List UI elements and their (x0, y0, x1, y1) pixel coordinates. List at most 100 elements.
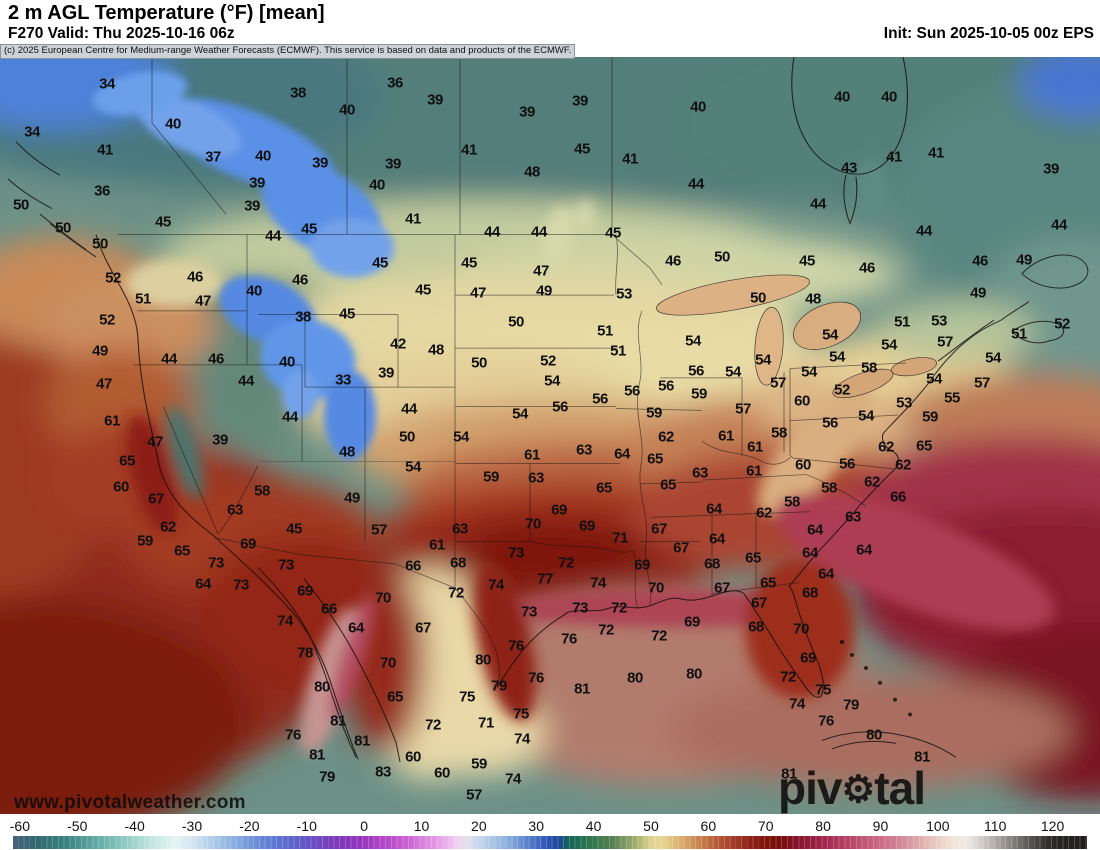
temp-label: 72 (780, 668, 796, 686)
temp-label: 79 (491, 677, 507, 695)
temp-label: 60 (434, 764, 450, 782)
temp-label: 70 (375, 589, 391, 607)
temp-label: 52 (99, 311, 115, 329)
temp-label: 77 (537, 570, 553, 588)
temp-label: 61 (746, 462, 762, 480)
brand-pre: piv (778, 762, 842, 814)
temp-label: 72 (425, 716, 441, 734)
temp-label: 64 (807, 521, 823, 539)
temp-label: 46 (208, 350, 224, 368)
temp-label: 41 (461, 141, 477, 159)
temp-label: 43 (841, 159, 857, 177)
temp-label: 38 (290, 84, 306, 102)
temp-label: 59 (137, 532, 153, 550)
temp-label: 67 (714, 579, 730, 597)
temp-label: 73 (521, 603, 537, 621)
temp-label: 48 (428, 341, 444, 359)
temp-label: 72 (558, 554, 574, 572)
temp-label: 69 (800, 649, 816, 667)
temp-label: 42 (390, 335, 406, 353)
temp-label: 56 (624, 382, 640, 400)
temp-label: 80 (627, 669, 643, 687)
temp-label: 68 (802, 584, 818, 602)
colorbar-tick: 60 (700, 818, 717, 834)
temp-label: 56 (688, 362, 704, 380)
temp-label: 52 (1054, 315, 1070, 333)
temp-label: 70 (525, 515, 541, 533)
temp-label: 57 (466, 786, 482, 804)
temp-label: 65 (916, 437, 932, 455)
temp-label: 50 (92, 235, 108, 253)
colorbar-tick: 110 (984, 818, 1007, 834)
temp-label: 46 (187, 268, 203, 286)
temp-label: 68 (704, 555, 720, 573)
temp-label: 40 (279, 353, 295, 371)
temp-label: 40 (246, 282, 262, 300)
temp-label: 54 (801, 363, 817, 381)
temp-label: 49 (536, 282, 552, 300)
temp-label: 76 (285, 726, 301, 744)
temp-label: 39 (572, 92, 588, 110)
temp-label: 75 (513, 705, 529, 723)
temp-label: 74 (277, 612, 293, 630)
temp-label: 39 (378, 364, 394, 382)
temp-label: 65 (174, 542, 190, 560)
temp-label: 64 (706, 500, 722, 518)
temp-label: 66 (321, 600, 337, 618)
temp-label: 54 (926, 370, 942, 388)
temp-label: 81 (309, 746, 325, 764)
temp-label: 73 (233, 576, 249, 594)
temp-label: 69 (579, 517, 595, 535)
temp-label: 58 (784, 493, 800, 511)
temp-label: 54 (405, 458, 421, 476)
temp-label: 64 (802, 544, 818, 562)
temp-label: 47 (195, 292, 211, 310)
temp-label: 63 (528, 469, 544, 487)
temp-label: 81 (781, 765, 797, 783)
temp-label: 50 (508, 313, 524, 331)
temp-label: 47 (147, 433, 163, 451)
colorbar-tick: 30 (528, 818, 545, 834)
temp-label: 56 (658, 377, 674, 395)
temp-label: 54 (512, 405, 528, 423)
temp-label: 37 (205, 148, 221, 166)
temp-label: 65 (647, 450, 663, 468)
regional-features (125, 156, 1055, 755)
temp-label: 72 (611, 599, 627, 617)
temp-label: 57 (770, 374, 786, 392)
colorbar-tick: 70 (757, 818, 774, 834)
temp-label: 65 (745, 549, 761, 567)
header: 2 m AGL Temperature (°F) [mean] F270 Val… (0, 0, 1100, 44)
ecmwf-attribution-bar: (c) 2025 European Centre for Medium-rang… (0, 44, 576, 59)
colorbar-tick: -10 (296, 818, 317, 834)
temp-label: 59 (471, 755, 487, 773)
temp-label: 54 (685, 332, 701, 350)
temp-label: 44 (531, 223, 547, 241)
temperature-map: 34 38 40 34 40 41 37 40 39 39 36 39 50 45 50 44 45 50 52 46… (0, 57, 1100, 814)
colorbar-tick: 50 (643, 818, 659, 834)
temp-label: 61 (429, 536, 445, 554)
temp-label: 62 (658, 428, 674, 446)
temp-label: 80 (475, 651, 491, 669)
temp-label: 58 (771, 424, 787, 442)
temp-label: 45 (415, 281, 431, 299)
temp-label: 66 (405, 557, 421, 575)
colorbar-tick: -60 (9, 818, 30, 834)
temp-label: 54 (725, 363, 741, 381)
temp-label: 44 (161, 350, 177, 368)
temp-label: 45 (461, 254, 477, 272)
temp-label: 46 (292, 271, 308, 289)
temp-label: 76 (818, 712, 834, 730)
temp-label: 54 (881, 336, 897, 354)
temp-label: 49 (970, 284, 986, 302)
temp-label: 47 (470, 284, 486, 302)
temp-label: 39 (249, 174, 265, 192)
temp-label: 73 (278, 556, 294, 574)
temp-label: 64 (709, 530, 725, 548)
station-layer: 34 38 40 34 40 41 37 40 39 39 36 39 50 45 50 44 45 50 52 46… (0, 57, 1100, 814)
temp-label: 48 (339, 443, 355, 461)
temp-label: 47 (96, 375, 112, 393)
temp-label: 62 (864, 473, 880, 491)
temp-label: 75 (815, 681, 831, 699)
temp-label: 45 (155, 213, 171, 231)
